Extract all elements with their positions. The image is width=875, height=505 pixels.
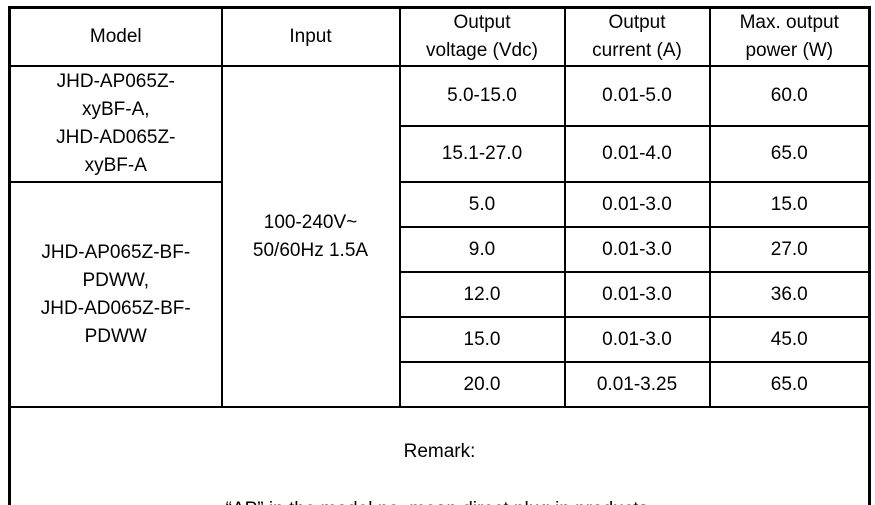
current-cell: 0.01-3.0	[563, 271, 711, 318]
remark-line-ap: “AP” in the model no. mean direct plug i…	[12, 495, 868, 505]
voltage-cell: 12.0	[398, 271, 566, 318]
current-cell: 0.01-3.0	[563, 226, 711, 273]
power-cell: 60.0	[708, 65, 871, 127]
header-input: Input	[220, 6, 401, 67]
table-header-row: Model Input Output voltage (Vdc) Output …	[8, 6, 871, 67]
power-cell: 45.0	[708, 316, 871, 363]
table-row: 15.1-27.0 0.01-4.0 65.0	[10, 125, 871, 183]
table-row: 12.0 0.01-3.0 36.0	[10, 271, 871, 318]
remark-row: Remark: “AP” in the model no. mean direc…	[8, 406, 871, 505]
power-cell: 65.0	[708, 361, 871, 408]
voltage-cell: 9.0	[398, 226, 566, 273]
remark-title: Remark:	[403, 441, 476, 462]
current-cell: 0.01-3.25	[563, 361, 711, 408]
header-max-output-power: Max. output power (W)	[708, 6, 871, 67]
table-row: JHD-AP065Z- xyBF-A, JHD-AD065Z- xyBF-A 1…	[8, 65, 871, 408]
input-cell: 100-240V~ 50/60Hz 1.5A	[220, 65, 401, 408]
current-cell: 0.01-3.0	[563, 316, 711, 363]
power-cell: 15.0	[708, 181, 871, 228]
power-cell: 27.0	[708, 226, 871, 273]
power-cell: 36.0	[708, 271, 871, 318]
current-cell: 0.01-4.0	[563, 125, 711, 183]
voltage-cell: 15.0	[398, 316, 566, 363]
header-model: Model	[8, 6, 223, 67]
table-row: 15.0 0.01-3.0 45.0	[10, 316, 871, 363]
table-row: 20.0 0.01-3.25 65.0	[10, 361, 871, 408]
model-group-2-cell: JHD-AP065Z-BF- PDWW, JHD-AD065Z-BF- PDWW	[8, 181, 223, 408]
table-row: JHD-AP065Z-BF- PDWW, JHD-AD065Z-BF- PDWW…	[8, 181, 871, 408]
voltage-cell: 15.1-27.0	[398, 125, 566, 183]
header-output-current: Output current (A)	[563, 6, 711, 67]
remark-cell: Remark: “AP” in the model no. mean direc…	[8, 406, 871, 505]
voltage-cell: 5.0-15.0	[398, 65, 566, 127]
voltage-cell: 20.0	[398, 361, 566, 408]
current-cell: 0.01-5.0	[563, 65, 711, 127]
power-spec-table: Model Input Output voltage (Vdc) Output …	[8, 6, 871, 505]
table-row: 9.0 0.01-3.0 27.0	[10, 226, 871, 273]
header-output-voltage: Output voltage (Vdc)	[398, 6, 566, 67]
current-cell: 0.01-3.0	[563, 181, 711, 228]
voltage-cell: 5.0	[398, 181, 566, 228]
model-group-1-cell: JHD-AP065Z- xyBF-A, JHD-AD065Z- xyBF-A	[8, 65, 223, 183]
power-cell: 65.0	[708, 125, 871, 183]
